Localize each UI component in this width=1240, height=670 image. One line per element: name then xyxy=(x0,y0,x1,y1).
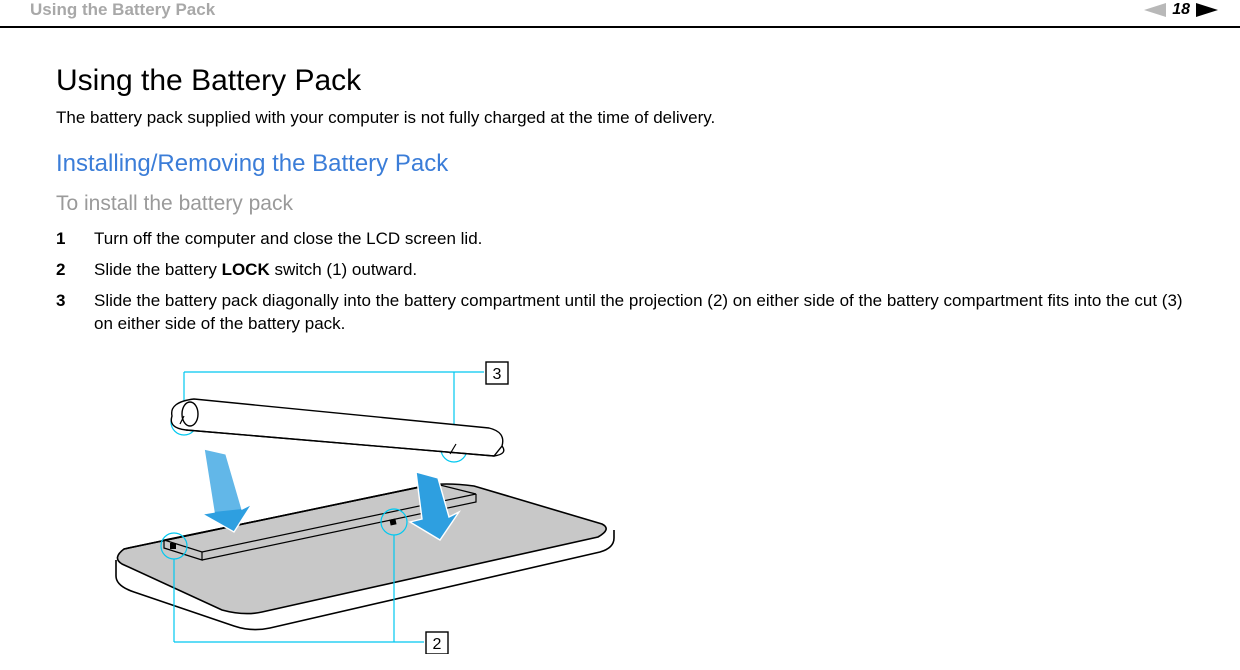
step-item: 1 Turn off the computer and close the LC… xyxy=(56,228,1184,251)
prev-page-arrow-icon[interactable] xyxy=(1144,3,1166,17)
step-number: 3 xyxy=(56,290,94,336)
running-title: Using the Battery Pack xyxy=(30,0,215,20)
page-header: Using the Battery Pack 18 xyxy=(0,0,1240,28)
step-number: 2 xyxy=(56,259,94,282)
page-number: 18 xyxy=(1172,1,1190,19)
steps-list: 1 Turn off the computer and close the LC… xyxy=(56,228,1184,336)
section-heading: Installing/Removing the Battery Pack xyxy=(56,150,1184,178)
page-title: Using the Battery Pack xyxy=(56,64,1184,98)
step-text: Slide the battery LOCK switch (1) outwar… xyxy=(94,259,417,282)
diagram-svg: 3 2 xyxy=(94,354,624,654)
page-content: Using the Battery Pack The battery pack … xyxy=(0,28,1240,659)
step-number: 1 xyxy=(56,228,94,251)
diagram-label-2: 2 xyxy=(433,636,442,653)
step-item: 2 Slide the battery LOCK switch (1) outw… xyxy=(56,259,1184,282)
step-text: Turn off the computer and close the LCD … xyxy=(94,228,482,251)
next-page-arrow-icon[interactable] xyxy=(1196,3,1218,17)
step-text: Slide the battery pack diagonally into t… xyxy=(94,290,1184,336)
page-nav: 18 xyxy=(1144,1,1218,19)
diagram-label-3: 3 xyxy=(493,366,502,383)
step-item: 3 Slide the battery pack diagonally into… xyxy=(56,290,1184,336)
intro-text: The battery pack supplied with your comp… xyxy=(56,108,1184,128)
battery-diagram: 3 2 xyxy=(94,354,1184,659)
subsection-heading: To install the battery pack xyxy=(56,192,1184,216)
